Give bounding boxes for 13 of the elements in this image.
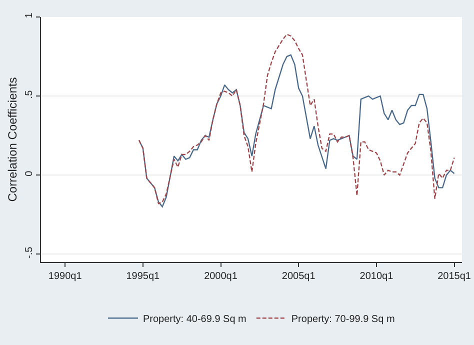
y-tick-label: 1 — [24, 12, 35, 18]
x-tick-label: 1990q1 — [48, 271, 82, 282]
x-tick-label: 2005q1 — [282, 271, 316, 282]
x-tick-label: 2000q1 — [204, 271, 238, 282]
y-axis-title: Correlation Coefficients — [5, 77, 20, 202]
y-tick-label: .5 — [24, 90, 35, 99]
x-tick-label: 1995q1 — [126, 271, 160, 282]
y-tick-label: -.5 — [24, 246, 35, 258]
y-tick-label: 0 — [24, 170, 35, 176]
legend-label: Property: 40-69.9 Sq m — [143, 314, 246, 326]
legend-label: Property: 70-99.9 Sq m — [291, 314, 395, 326]
x-tick-label: 2010q1 — [360, 271, 394, 282]
x-tick-label: 2015q1 — [438, 271, 472, 282]
